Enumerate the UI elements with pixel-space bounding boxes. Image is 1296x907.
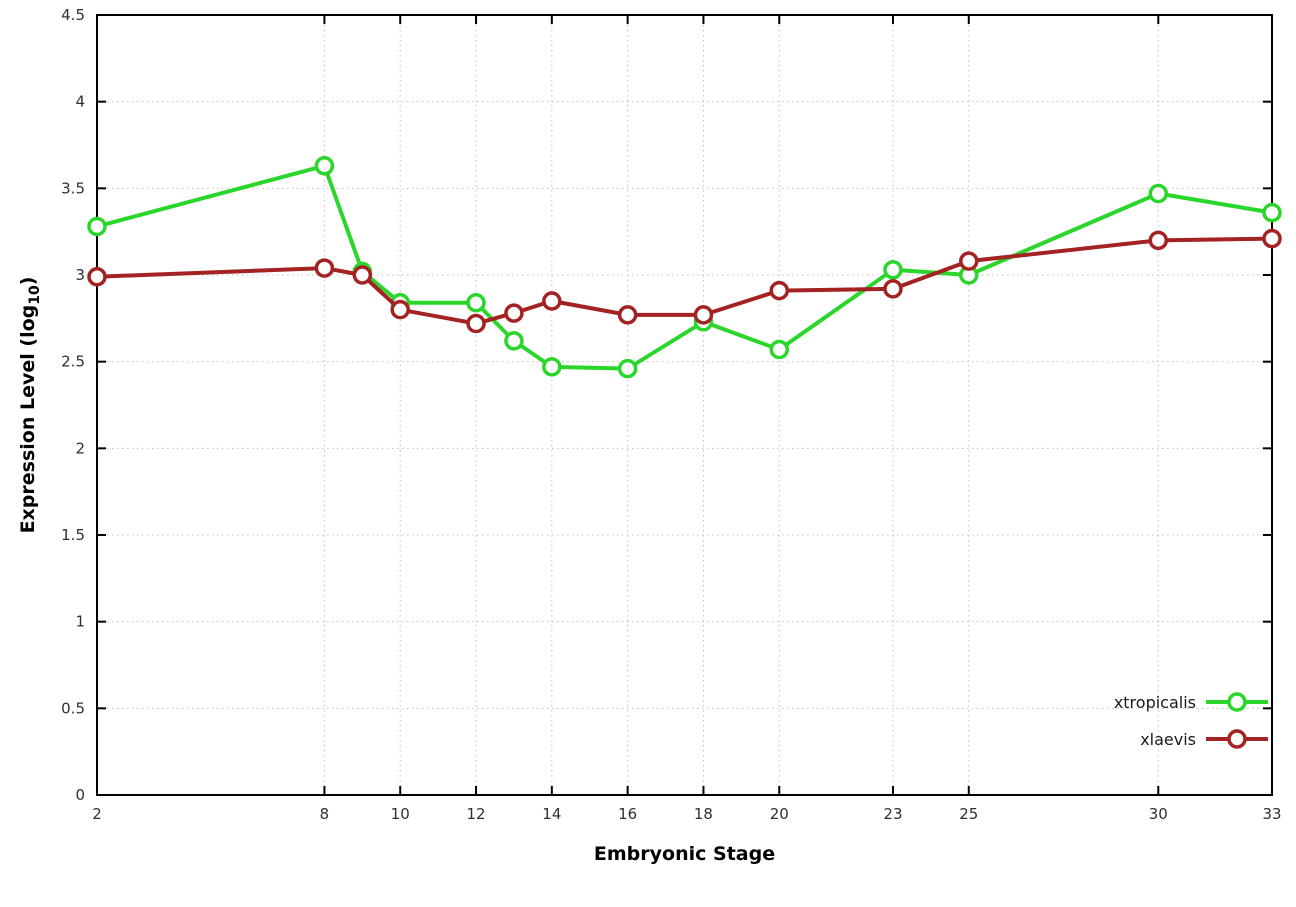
x-tick-label: 25 [959,805,978,823]
y-tick-label: 2.5 [61,353,85,371]
y-axis-label-text: Expression Level (log [17,304,40,534]
x-tick-label: 10 [391,805,410,823]
y-tick-label: 4.5 [61,6,85,24]
data-point-xtropicalis [769,339,790,360]
data-point-xlaevis [959,251,979,271]
data-point-xlaevis [352,265,373,285]
data-point-xlaevis [542,291,562,311]
series-line-xtropicalis [95,163,1274,371]
x-tick-label: 8 [320,805,330,823]
x-tick-label: 14 [542,805,561,823]
x-tick-label: 23 [883,805,902,823]
data-point-xlaevis [617,305,638,325]
data-point-xtropicalis [617,358,638,379]
x-tick-label: 18 [694,805,713,823]
y-tick-label: 3.5 [61,179,85,197]
data-point-xlaevis [769,280,790,301]
data-point-xtropicalis [314,156,335,176]
x-tick-label: 12 [466,805,485,823]
y-tick-label: 1.5 [61,526,85,544]
legend-label-xlaevis: xlaevis [1140,730,1196,749]
x-tick-label: 33 [1262,805,1281,823]
x-axis-label: Embryonic Stage [593,843,776,865]
legend-label-xtropicalis: xtropicalis [1114,693,1196,712]
y-tick-label: 4 [75,93,85,111]
x-tick-label: 16 [618,805,637,823]
y-tick-label: 0.5 [61,699,85,717]
data-point-xlaevis [504,303,524,323]
data-point-xlaevis [693,305,714,325]
y-axis-label-close: ) [17,276,40,286]
y-axis-label-subscript: 10 [26,285,43,305]
legend-marker-xlaevis [1227,729,1247,749]
x-tick-label: 2 [92,805,102,823]
data-point-xlaevis [1148,230,1169,251]
y-axis-label: Expression Level (log10) [17,277,43,534]
data-point-xlaevis [390,299,410,320]
x-tick-label: 30 [1149,805,1168,823]
x-tick-label: 20 [770,805,789,823]
data-point-xtropicalis [1262,202,1282,223]
data-point-xlaevis [314,258,335,278]
data-point-xtropicalis [883,260,903,280]
data-point-xlaevis [1262,228,1282,249]
data-point-xtropicalis [504,331,524,351]
plot-border [96,14,1273,796]
data-point-xtropicalis [466,292,486,313]
series-line-xlaevis [95,236,1274,326]
data-point-xtropicalis [542,357,562,377]
y-tick-label: 1 [75,613,85,631]
y-tick-label: 2 [75,439,85,457]
data-point-xlaevis [883,279,903,299]
data-point-xtropicalis [1148,183,1169,204]
y-tick-label: 0 [75,786,85,804]
data-point-xlaevis [87,266,107,287]
data-point-xtropicalis [87,216,107,237]
data-point-xlaevis [466,313,486,334]
legend-marker-xtropicalis [1227,692,1247,712]
y-tick-label: 3 [75,266,85,284]
